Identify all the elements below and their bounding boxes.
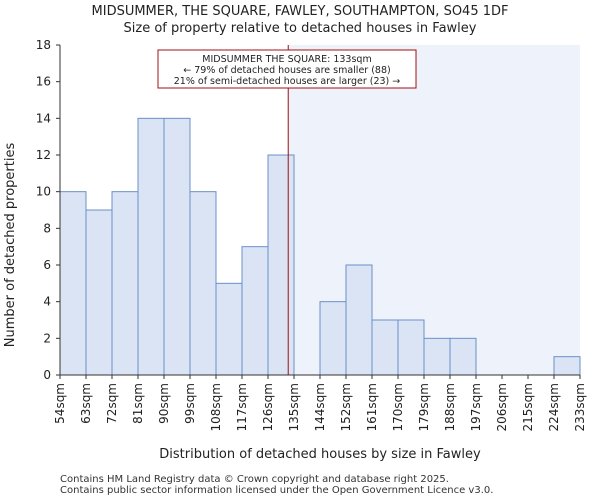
y-tick-label: 12 (36, 148, 51, 162)
x-tick-label: 206sqm (495, 383, 509, 431)
histogram-bar (189, 191, 217, 376)
footer-copyright: Contains HM Land Registry data © Crown c… (60, 474, 449, 485)
histogram-bar (397, 319, 425, 376)
histogram-bar (163, 117, 191, 376)
x-tick-label: 54sqm (53, 383, 67, 424)
x-tick-label: 224sqm (547, 383, 561, 431)
x-tick-label: 108sqm (209, 383, 223, 431)
chart-subtitle: Size of property relative to detached ho… (123, 21, 477, 36)
footer-licence: Contains public sector information licen… (60, 485, 494, 496)
annotation-line: 21% of semi-detached houses are larger (… (174, 76, 401, 87)
histogram-bar (319, 301, 347, 376)
histogram-bar (111, 191, 139, 376)
x-tick-label: 197sqm (469, 383, 483, 431)
histogram-bar (423, 337, 451, 376)
histogram-bar (241, 246, 269, 376)
y-tick-label: 2 (43, 331, 51, 345)
annotation-line: ← 79% of detached houses are smaller (88… (183, 65, 390, 76)
x-tick-label: 117sqm (235, 383, 249, 431)
histogram-bar (371, 319, 399, 376)
y-tick-label: 14 (36, 111, 51, 125)
y-tick-label: 4 (43, 295, 51, 309)
histogram-bar (137, 117, 165, 376)
x-axis-label: Distribution of detached houses by size … (159, 447, 481, 462)
histogram-bar (449, 337, 477, 376)
x-tick-label: 170sqm (391, 383, 405, 431)
y-tick-label: 6 (43, 258, 51, 272)
x-tick-label: 72sqm (105, 383, 119, 424)
annotation-box (157, 49, 417, 89)
histogram-bar (85, 209, 113, 376)
y-tick-label: 0 (43, 368, 51, 382)
x-tick-label: 135sqm (287, 383, 301, 431)
x-tick-label: 90sqm (157, 383, 171, 424)
y-tick-label: 8 (43, 221, 51, 235)
x-tick-label: 126sqm (261, 383, 275, 431)
x-tick-label: 179sqm (417, 383, 431, 431)
x-tick-label: 63sqm (79, 383, 93, 424)
histogram-bar (345, 264, 373, 376)
y-tick-label: 16 (36, 75, 51, 89)
histogram-bar (59, 191, 87, 376)
x-tick-label: 144sqm (313, 383, 327, 431)
x-tick-label: 161sqm (365, 383, 379, 431)
x-tick-label: 233sqm (573, 383, 587, 431)
y-axis-label: Number of detached properties (3, 143, 18, 348)
x-tick-label: 99sqm (183, 383, 197, 424)
histogram-bar (215, 282, 243, 376)
x-tick-label: 81sqm (131, 383, 145, 424)
y-tick-label: 10 (36, 185, 51, 199)
x-tick-label: 215sqm (521, 383, 535, 431)
y-tick-label: 18 (36, 38, 51, 52)
histogram-bar (267, 154, 295, 376)
histogram-bar (553, 356, 581, 376)
x-tick-label: 152sqm (339, 383, 353, 431)
annotation-line: MIDSUMMER THE SQUARE: 133sqm (202, 54, 371, 65)
x-tick-label: 188sqm (443, 383, 457, 431)
chart-title: MIDSUMMER, THE SQUARE, FAWLEY, SOUTHAMPT… (91, 4, 509, 19)
